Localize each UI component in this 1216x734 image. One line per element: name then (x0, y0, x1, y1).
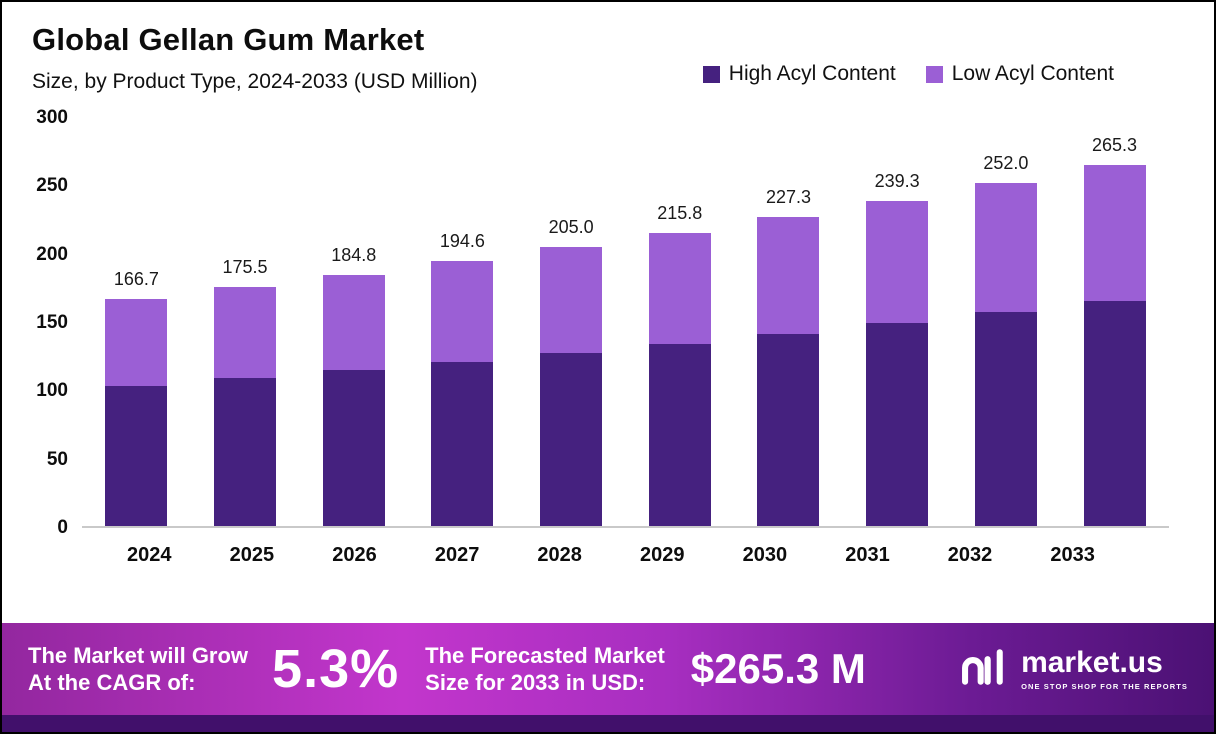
x-axis-label-2031: 2031 (845, 544, 890, 566)
bar-total-label: 166.7 (113, 269, 159, 290)
bar-segment-high-acyl (214, 378, 277, 526)
bar-segment-low-acyl (214, 287, 277, 379)
bar-segment-high-acyl (105, 385, 168, 526)
bar-segment-low-acyl (1083, 165, 1146, 301)
bottom-banner: The Market will Grow At the CAGR of: 5.3… (2, 623, 1214, 732)
x-axis-label-2032: 2032 (947, 544, 993, 566)
cagr-label: The Market will Grow At the CAGR of: (28, 642, 248, 697)
chart-subtitle: Size, by Product Type, 2024-2033 (USD Mi… (32, 70, 478, 93)
bar-segment-high-acyl (866, 322, 929, 526)
bar-total-label: 184.8 (331, 244, 377, 265)
x-axis-label-2026: 2026 (332, 544, 377, 566)
brand-logo: market.us One Stop Shop For The Reports (959, 646, 1188, 693)
y-axis: 300 250 200 150 100 50 0 (18, 107, 82, 538)
bar-segment-high-acyl (322, 370, 385, 526)
bar-total-label: 265.3 (1092, 135, 1138, 156)
bar-column-2031: 239.3 (843, 118, 952, 526)
legend-swatch-high-acyl (702, 65, 720, 83)
bar-segment-low-acyl (866, 200, 929, 323)
x-axis-label-2033: 2033 (1050, 544, 1095, 566)
bar-segment-low-acyl (648, 232, 711, 344)
bar-segment-low-acyl (540, 247, 603, 354)
y-tick-label: 100 (36, 380, 68, 402)
bar-segment-high-acyl (974, 312, 1037, 526)
x-axis-label-2027: 2027 (434, 544, 480, 566)
plot-area: 166.7 175.5 184.8 194.6 205.0 215.8 227.3 239.3… (82, 118, 1169, 528)
bar-segment-low-acyl (431, 261, 494, 363)
banner-bottom-strip (2, 715, 1214, 732)
bar-total-label: 227.3 (765, 186, 811, 207)
bar-total-label: 252.0 (983, 153, 1029, 174)
x-axis-label-2024: 2024 (127, 544, 172, 566)
bar-column-2028: 205.0 (517, 118, 626, 526)
bar-segment-high-acyl (431, 362, 494, 526)
legend-item-high-acyl: High Acyl Content (702, 62, 896, 86)
x-axis-label-2025: 2025 (229, 544, 275, 566)
legend-label-high-acyl: High Acyl Content (728, 62, 896, 85)
brand-text: market.us One Stop Shop For The Reports (1021, 645, 1188, 691)
forecast-label: The Forecasted Market Size for 2033 in U… (425, 642, 665, 697)
x-axis-label-2028: 2028 (537, 544, 582, 566)
bar-column-2025: 175.5 (191, 118, 300, 526)
chart-header: Global Gellan Gum Market Size, by Produc… (2, 2, 1214, 94)
bar-segment-high-acyl (648, 343, 711, 526)
y-tick-label: 50 (46, 448, 68, 470)
x-axis-label-2030: 2030 (742, 544, 788, 566)
y-tick-label: 150 (36, 312, 68, 333)
bar-segment-low-acyl (105, 299, 168, 386)
bar-segment-high-acyl (540, 353, 603, 526)
forecast-label-line1: The Forecasted Market (425, 642, 665, 668)
forecast-label-line2: Size for 2033 in USD: (425, 670, 646, 695)
bar-segment-low-acyl (757, 216, 820, 334)
legend-item-low-acyl: Low Acyl Content (925, 62, 1114, 86)
bar-column-2030: 227.3 (734, 118, 843, 526)
y-tick-label: 300 (36, 107, 68, 128)
market-us-icon (959, 646, 1011, 693)
bar-total-label: 215.8 (657, 202, 703, 223)
banner-main: The Market will Grow At the CAGR of: 5.3… (2, 623, 1214, 715)
cagr-label-line2: At the CAGR of: (28, 670, 196, 695)
bar-segment-low-acyl (974, 183, 1037, 313)
y-tick-label: 250 (36, 175, 68, 197)
y-tick-label: 200 (36, 243, 68, 265)
x-axis-label-2029: 2029 (640, 544, 685, 566)
chart-legend: High Acyl Content Low Acyl Content (702, 62, 1114, 86)
y-tick-label: 0 (57, 517, 68, 538)
bar-column-2026: 184.8 (299, 118, 408, 526)
legend-swatch-low-acyl (925, 65, 943, 83)
bar-total-label: 205.0 (548, 217, 594, 238)
chart-area: 300 250 200 150 100 50 0 166.7 175.5 184.8 194.6 2… (2, 107, 1214, 567)
brand-tagline: One Stop Shop For The Reports (1021, 681, 1188, 691)
bar-segment-low-acyl (322, 274, 385, 371)
brand-name: market.us (1021, 645, 1163, 679)
bar-column-2032: 252.0 (952, 118, 1061, 526)
cagr-value: 5.3% (272, 639, 400, 699)
forecast-value: $265.3 M (690, 645, 866, 692)
bar-total-label: 175.5 (222, 257, 268, 278)
bar-column-2024: 166.7 (82, 118, 191, 526)
bar-segment-high-acyl (757, 333, 820, 526)
chart-title: Global Gellan Gum Market (32, 22, 425, 57)
bar-segment-high-acyl (1083, 300, 1146, 526)
bars: 166.7 175.5 184.8 194.6 205.0 215.8 227.3 239.3… (82, 118, 1169, 526)
bar-total-label: 194.6 (439, 231, 485, 252)
cagr-label-line1: The Market will Grow (28, 642, 249, 668)
bar-column-2033: 265.3 (1060, 118, 1169, 526)
x-axis-labels: 2024 2025 2026 2027 2028 2029 2030 2031 2032 2033 (98, 528, 1124, 567)
legend-label-low-acyl: Low Acyl Content (951, 62, 1114, 85)
bar-column-2027: 194.6 (408, 118, 517, 526)
bar-total-label: 239.3 (874, 170, 920, 191)
bar-column-2029: 215.8 (625, 118, 734, 526)
